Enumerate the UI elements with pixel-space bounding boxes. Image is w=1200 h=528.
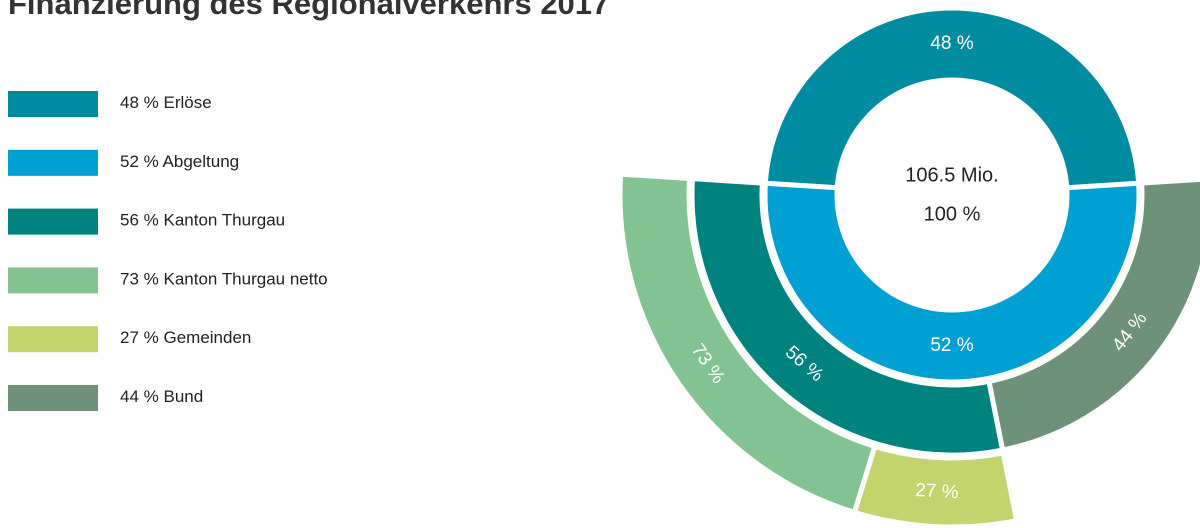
legend-swatch [8, 91, 98, 117]
legend-label: 27 % Gemeinden [120, 329, 251, 348]
sunburst-segment [762, 5, 1142, 191]
sunburst-segment [762, 180, 1142, 385]
legend-name: Erlöse [163, 93, 211, 112]
legend-label: 52 % Abgeltung [120, 152, 239, 171]
legend-value: 56 % [120, 211, 159, 230]
legend-label: 44 % Bund [120, 387, 203, 406]
sunburst-segment [617, 171, 878, 516]
legend-value: 48 % [120, 93, 159, 112]
legend-swatch [8, 208, 98, 235]
segment-label: 48 % [930, 33, 973, 54]
legend-swatch [8, 267, 98, 294]
legend-swatch [8, 149, 98, 176]
legend-value: 52 % [120, 152, 159, 171]
legend-value: 73 % [120, 270, 159, 289]
legend-value: 27 % [120, 329, 159, 348]
center-share: 100 % [924, 203, 981, 225]
segment-label: 52 % [930, 335, 973, 356]
legend-swatch [8, 326, 98, 353]
center-total: 106.5 Mio. [905, 164, 998, 186]
legend-value: 44 % [120, 387, 159, 406]
legend-swatch [8, 385, 98, 411]
legend-label: 56 % Kanton Thurgau [120, 211, 285, 230]
legend-name: Kanton Thurgau [163, 211, 285, 230]
sunburst-segment [986, 176, 1200, 453]
legend-label: 48 % Erlöse [120, 93, 212, 112]
sunburst-segment [851, 443, 1020, 528]
legend-name: Gemeinden [163, 329, 251, 348]
segment-label: 27 % [915, 480, 959, 503]
chart-title: Finanzierung des Regionalverkehrs 2017 [8, 0, 609, 21]
legend-label: 73 % Kanton Thurgau netto [120, 270, 328, 289]
legend-name: Bund [163, 387, 203, 406]
legend-name: Abgeltung [163, 152, 240, 171]
legend-name: Kanton Thurgau netto [163, 270, 327, 289]
sunburst-segment [689, 176, 1006, 458]
